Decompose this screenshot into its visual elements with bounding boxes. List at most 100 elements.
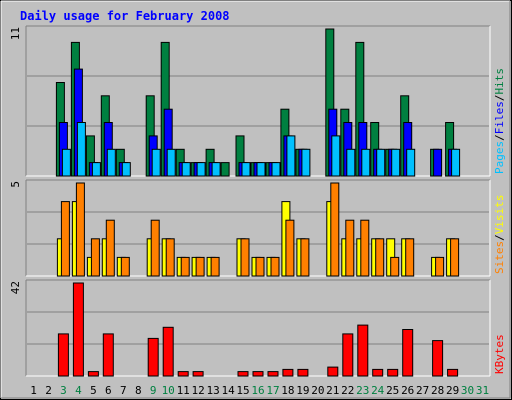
bar-kbytes-day-18 [282,368,294,377]
bar-pages-day-13 [211,162,221,177]
x-tick-label: 15 [236,384,249,397]
x-tick-label: 1 [30,384,37,397]
bar-sites-day-22 [345,219,355,277]
bar-kbytes-day-24 [372,368,384,377]
bar-kbytes-day-26 [402,329,414,377]
bar-pages-day-21 [331,135,341,177]
x-tick-label: 17 [266,384,279,397]
x-tick-label: 31 [476,384,489,397]
x-tick-label: 25 [386,384,399,397]
x-tick-label: 8 [135,384,142,397]
bar-kbytes-day-16 [252,371,264,377]
bar-sites-day-11 [180,256,190,277]
bar-sites-day-10 [165,238,175,277]
x-tick-label: 4 [75,384,82,397]
legend-item: / [493,134,506,141]
plot-area-kbytes [26,280,490,376]
y-max-label-hits: 11 [9,27,22,40]
legend-kbytes: KBytes [493,334,506,374]
bar-kbytes-day-22 [342,333,354,377]
x-tick-label: 11 [177,384,190,397]
panel-kbytes: 42 KBytes [9,279,506,377]
bar-sites-day-18 [285,219,295,277]
bar-kbytes-day-19 [297,368,309,377]
bar-sites-day-15 [240,238,250,277]
y-max-label-kbytes: 42 [9,281,22,294]
bar-sites-day-16 [255,256,265,277]
x-tick-label: 14 [221,384,235,397]
bar-pages-day-6 [106,148,116,177]
x-tick-label: 7 [120,384,127,397]
bar-sites-day-7 [120,256,130,277]
x-axis-labels: 1 2 3 4 5 6 7 8 9 10 11 12 13 14 15 16 17 18 19 20 21 22 23 24 2… [30,384,489,397]
bar-sites-day-6 [105,219,115,277]
bar-kbytes-day-9 [147,337,159,377]
series-sites [60,182,460,277]
bar-kbytes-day-11 [177,371,189,377]
bar-sites-day-25 [390,256,400,277]
bar-pages-day-24 [376,148,386,177]
x-tick-label: 26 [401,384,414,397]
x-tick-label: 2 [45,384,52,397]
x-tick-label: 12 [191,384,204,397]
legend-item: Hits [493,68,506,95]
bar-kbytes-day-15 [237,371,249,377]
chart-title: Daily usage for February 2008 [20,9,230,23]
bar-pages-day-12 [196,162,206,177]
x-tick-label: 19 [296,384,309,397]
bar-kbytes-day-4 [72,282,84,377]
x-tick-label: 3 [60,384,67,397]
bar-sites-day-17 [270,256,280,277]
x-tick-label: 24 [371,384,385,397]
legend-item: Sites [493,241,506,274]
bar-sites-day-29 [450,238,460,277]
bar-pages-day-11 [181,162,191,177]
bar-sites-day-4 [75,182,85,277]
bar-sites-day-21 [330,182,340,277]
bar-pages-day-17 [271,162,281,177]
x-tick-label: 30 [461,384,474,397]
bar-sites-day-19 [300,238,310,277]
bar-kbytes-day-10 [162,326,174,377]
bar-files-day-28 [433,148,443,177]
bar-sites-day-26 [405,238,415,277]
bar-pages-day-29 [451,148,461,177]
legend-item: / [493,95,506,102]
chart-panels: 11 Pages/Files/Hits 5 Sites/Visits 42 KBytes [9,25,506,377]
bar-pages-day-22 [346,148,356,177]
legend-item: / [493,234,506,241]
bar-sites-day-24 [375,238,385,277]
x-tick-label: 20 [311,384,324,397]
bar-pages-day-3 [61,148,71,177]
x-tick-label: 16 [251,384,264,397]
x-tick-label: 9 [150,384,157,397]
bar-pages-day-9 [151,148,161,177]
x-tick-label: 5 [90,384,97,397]
legend-hits: Pages/Files/Hits [493,68,506,174]
bar-hits-day-14 [220,162,230,177]
series-kbytes [57,282,459,377]
bar-pages-day-25 [391,148,401,177]
y-max-label-visits: 5 [9,181,22,188]
bar-kbytes-day-28 [432,340,444,377]
series-pages [61,122,461,177]
x-tick-label: 23 [356,384,369,397]
bar-pages-day-5 [91,162,101,177]
bar-pages-day-23 [361,148,371,177]
bar-sites-day-9 [150,219,160,277]
bar-pages-day-26 [406,148,416,177]
x-tick-label: 6 [105,384,112,397]
bar-kbytes-day-23 [357,324,369,377]
bar-kbytes-day-6 [102,333,114,377]
bar-pages-day-10 [166,148,176,177]
legend-item: KBytes [493,334,506,374]
bar-sites-day-28 [435,256,445,277]
x-tick-label: 13 [206,384,219,397]
bar-pages-day-7 [121,162,131,177]
legend-visits: Sites/Visits [493,195,506,275]
x-tick-label: 28 [431,384,444,397]
bar-pages-day-19 [301,148,311,177]
x-tick-label: 22 [341,384,354,397]
bar-kbytes-day-12 [192,371,204,377]
